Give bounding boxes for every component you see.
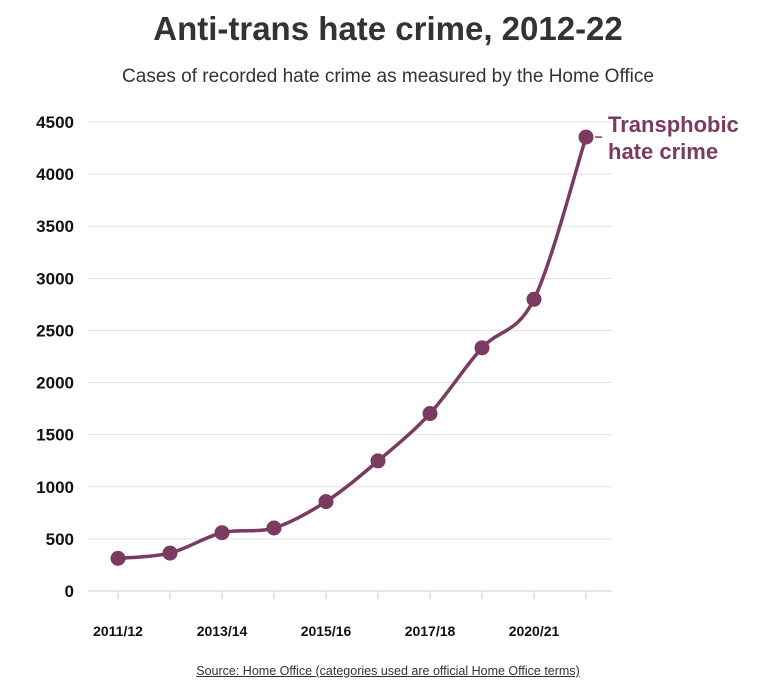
series-label-line: hate crime [608,139,718,164]
gridlines [88,121,612,540]
y-tick-label: 4000 [36,165,74,184]
data-point[interactable] [266,520,282,536]
data-point[interactable] [370,453,386,469]
chart-subtitle: Cases of recorded hate crime as measured… [122,66,654,87]
x-tick-label: 2013/14 [197,623,248,639]
series-layer [110,129,594,566]
series-label-group: Transphobic hate crime [595,112,739,164]
y-tick-label: 1000 [36,478,74,497]
data-point[interactable] [162,545,178,561]
x-tick-label: 2020/21 [509,623,560,639]
y-tick-label: 3500 [36,217,74,236]
series-label: Transphobic hate crime [608,112,739,164]
y-tick-label: 2500 [36,321,74,340]
chart-title: Anti-trans hate crime, 2012-22 [153,10,623,47]
source-note[interactable]: Source: Home Office (categories used are… [196,664,580,678]
x-tick-label: 2015/16 [301,623,352,639]
data-point[interactable] [578,129,594,145]
y-tick-label: 4500 [36,113,74,132]
series-label-line: Transphobic [608,112,739,137]
data-point[interactable] [214,525,230,541]
y-tick-label: 500 [46,530,74,549]
data-point[interactable] [526,291,542,307]
data-point[interactable] [422,406,438,422]
series-line [116,135,588,561]
y-tick-label: 1500 [36,426,74,445]
x-axis: 2011/12 2013/14 2015/16 2017/18 2020/21 [88,590,612,639]
data-point[interactable] [474,340,490,356]
y-tick-label: 2000 [36,374,74,393]
x-tick-label: 2011/12 [93,623,143,639]
y-tick-label: 0 [65,582,74,601]
x-tick-label: 2017/18 [405,623,456,639]
data-point[interactable] [110,550,126,566]
data-point[interactable] [318,494,334,510]
y-tick-label: 3000 [36,269,74,288]
y-axis-ticks: 0 500 1000 1500 2000 2500 3000 3500 4000 4500 [36,113,74,601]
